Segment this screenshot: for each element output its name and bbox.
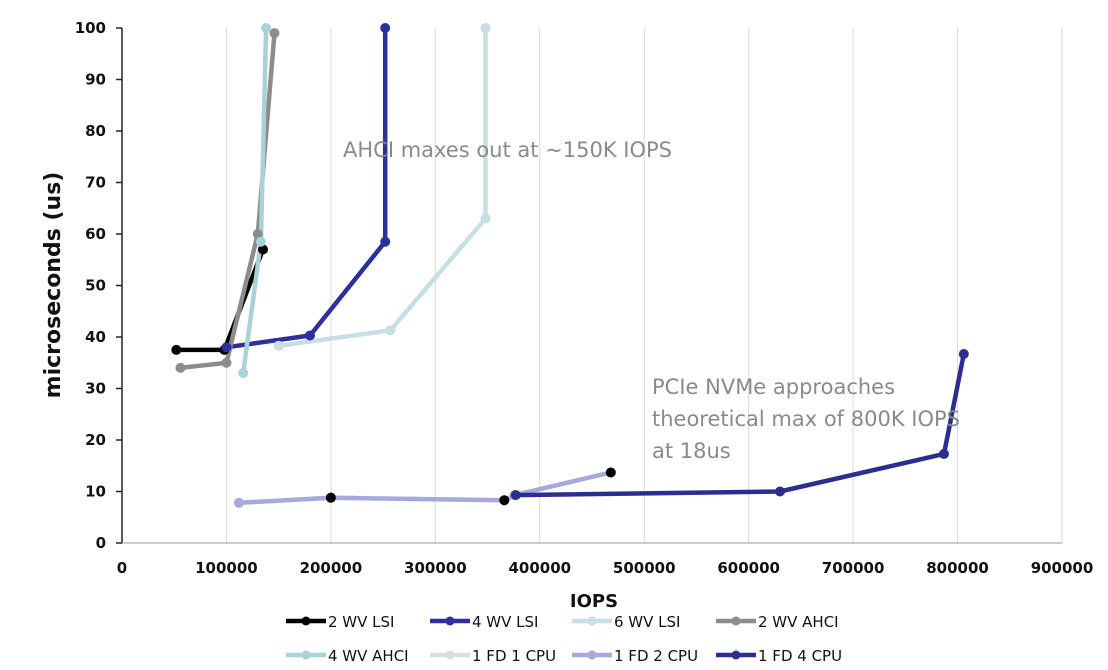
series-line-4-wv-ahci — [240, 25, 269, 376]
legend-label-2-wv-ahci: 2 WV AHCI — [758, 613, 839, 631]
x-tick-label: 400000 — [508, 559, 571, 577]
legend-label-1-fd-1-cpu: 1 FD 1 CPU — [472, 647, 556, 665]
series-line-1-fd-4-cpu — [513, 351, 967, 498]
y-tick-label: 0 — [96, 534, 106, 552]
series-line-6-wv-lsi — [276, 25, 488, 349]
annotation-nvme-line-2: theoretical max of 800K IOPS — [652, 407, 960, 431]
legend-label-2-wv-lsi: 2 WV LSI — [328, 613, 394, 631]
x-tick-label: 0 — [117, 559, 127, 577]
data-point-1-fd-4-cpu — [938, 448, 949, 459]
data-point-1-fd-4-cpu — [510, 490, 521, 501]
data-point-4-wv-ahci — [238, 368, 249, 379]
legend-marker-6-wv-lsi — [587, 616, 597, 626]
data-point-2-wv-ahci — [175, 362, 186, 373]
gridlines — [225, 28, 1063, 543]
y-tick-label: 40 — [85, 328, 106, 346]
annotation-nvme-line-3: at 18us — [652, 439, 731, 463]
x-tick-label: 300000 — [404, 559, 467, 577]
data-point-1-fd-2-cpu — [325, 492, 336, 503]
legend-label-4-wv-ahci: 4 WV AHCI — [328, 647, 409, 665]
data-point-1-fd-4-cpu — [958, 348, 969, 359]
x-tick-label: 500000 — [613, 559, 676, 577]
data-point-1-fd-2-cpu — [499, 495, 510, 506]
y-tick-label: 60 — [85, 225, 106, 243]
data-point-4-wv-lsi — [221, 342, 232, 353]
data-point-6-wv-lsi — [480, 23, 491, 33]
y-tick-label: 90 — [85, 71, 106, 89]
legend-marker-1-fd-4-cpu — [731, 650, 741, 660]
annotation-nvme-line-1: PCIe NVMe approaches — [652, 375, 895, 399]
x-axis-title: IOPS — [570, 591, 618, 612]
data-point-1-fd-2-cpu — [233, 497, 244, 508]
y-tick-label: 100 — [75, 19, 106, 37]
y-tick-label: 10 — [85, 483, 106, 501]
legend-marker-1-fd-2-cpu — [587, 650, 597, 660]
data-point-2-wv-lsi — [258, 244, 268, 255]
legend-marker-4-wv-lsi — [445, 616, 455, 626]
legend-label-1-fd-4-cpu: 1 FD 4 CPU — [758, 647, 842, 665]
y-tick-label: 50 — [85, 277, 106, 295]
data-point-1-fd-4-cpu — [775, 486, 785, 497]
y-axis-ticks: 0 10 20 30 40 50 60 70 80 90 100 — [75, 19, 106, 552]
x-tick-label: 800000 — [926, 559, 989, 577]
legend-label-4-wv-lsi: 4 WV LSI — [472, 613, 538, 631]
y-tick-label: 20 — [85, 431, 106, 449]
legend-label-6-wv-lsi: 6 WV LSI — [614, 613, 680, 631]
data-point-2-wv-ahci — [252, 229, 263, 239]
y-tick-label: 70 — [85, 174, 106, 192]
legend-marker-2-wv-lsi — [301, 616, 311, 626]
series-line-1-fd-2-cpu — [236, 470, 614, 506]
data-point-4-wv-lsi — [305, 330, 315, 341]
y-tick-label: 80 — [85, 122, 106, 140]
legend-marker-1-fd-1-cpu — [445, 650, 455, 660]
data-point-2-wv-lsi — [171, 344, 182, 355]
data-point-4-wv-ahci — [261, 23, 272, 33]
data-point-4-wv-lsi — [380, 236, 391, 247]
legend-marker-2-wv-ahci — [731, 616, 741, 626]
legend-marker-4-wv-ahci — [301, 650, 311, 660]
series-lines — [174, 25, 967, 506]
data-point-2-wv-ahci — [221, 357, 232, 368]
data-point-6-wv-lsi — [385, 325, 396, 336]
x-tick-label: 100000 — [195, 559, 258, 577]
annotation-ahci: AHCI maxes out at ~150K IOPS — [343, 138, 672, 162]
x-axis-ticks: 0 100000 200000 300000 400000 500000 600000 700… — [117, 559, 1094, 577]
axes — [116, 27, 1062, 544]
x-tick-label: 700000 — [822, 559, 885, 577]
data-point-1-fd-2-cpu — [605, 467, 616, 478]
legend-label-1-fd-2-cpu: 1 FD 2 CPU — [614, 647, 698, 665]
data-point-4-wv-lsi — [380, 23, 391, 33]
series-line-2-wv-ahci — [178, 30, 277, 371]
x-tick-label: 600000 — [717, 559, 780, 577]
y-axis-title: microseconds (us) — [41, 172, 66, 399]
x-tick-label: 900000 — [1031, 559, 1094, 577]
x-tick-label: 200000 — [300, 559, 363, 577]
series-markers — [171, 23, 969, 508]
legend: 2 WV LSI 4 WV LSI 6 WV LSI 2 WV AHCI 4 WV AH… — [286, 613, 842, 665]
data-point-4-wv-ahci — [255, 236, 266, 247]
series-line-4-wv-lsi — [224, 25, 388, 350]
data-point-6-wv-lsi — [273, 340, 284, 351]
data-point-2-wv-ahci — [269, 28, 280, 39]
data-point-6-wv-lsi — [480, 213, 491, 224]
y-tick-label: 30 — [85, 380, 106, 398]
